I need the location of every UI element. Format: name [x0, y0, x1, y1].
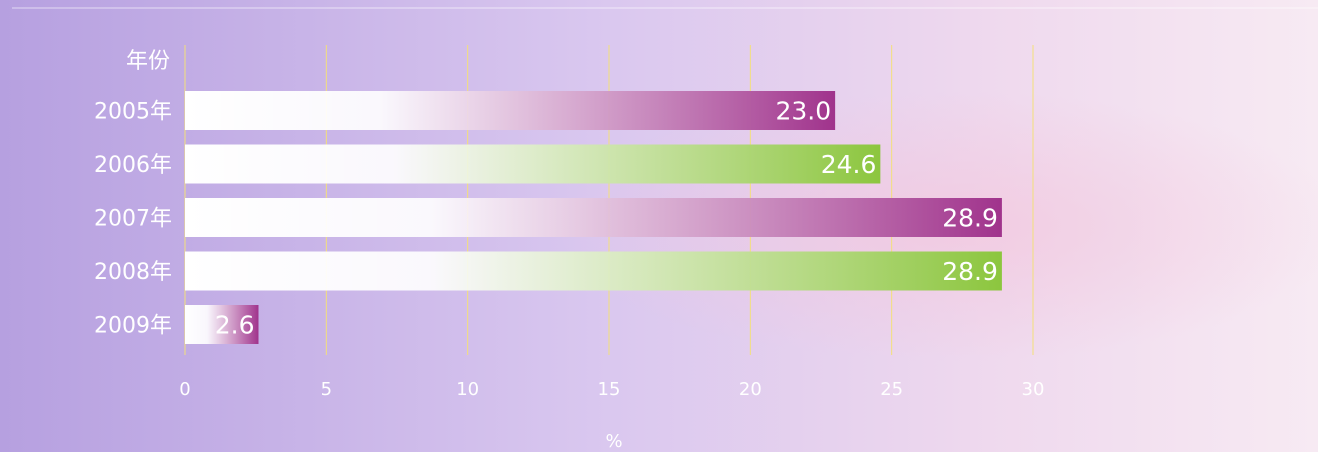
y-tick-label: 2007年: [94, 207, 172, 232]
bar-value-label: 28.9: [942, 257, 998, 286]
x-axis-title: %: [605, 431, 622, 452]
x-tick-label: 10: [456, 379, 479, 400]
bar: [185, 251, 1002, 291]
bar-value-label: 23.0: [775, 97, 831, 126]
x-tick-label: 15: [598, 379, 621, 400]
bar-value-label: 24.6: [821, 150, 877, 179]
bar-value-label: 28.9: [942, 204, 998, 233]
bar: [185, 91, 836, 130]
bar: [185, 144, 881, 184]
y-tick-label: 2005年: [94, 100, 172, 125]
x-tick-label: 30: [1022, 379, 1045, 400]
y-tick-label: 2009年: [94, 314, 172, 339]
x-tick-label: 20: [739, 379, 762, 400]
y-tick-label: 2006年: [94, 153, 172, 178]
bar: [185, 198, 1002, 237]
x-tick-label: 0: [179, 379, 190, 400]
y-tick-label: 2008年: [94, 260, 172, 285]
x-tick-label: 25: [880, 379, 903, 400]
bar: [185, 305, 259, 344]
bar-value-label: 2.6: [215, 311, 255, 340]
x-tick-label: 5: [321, 379, 332, 400]
y-axis-title: 年份: [126, 49, 170, 74]
